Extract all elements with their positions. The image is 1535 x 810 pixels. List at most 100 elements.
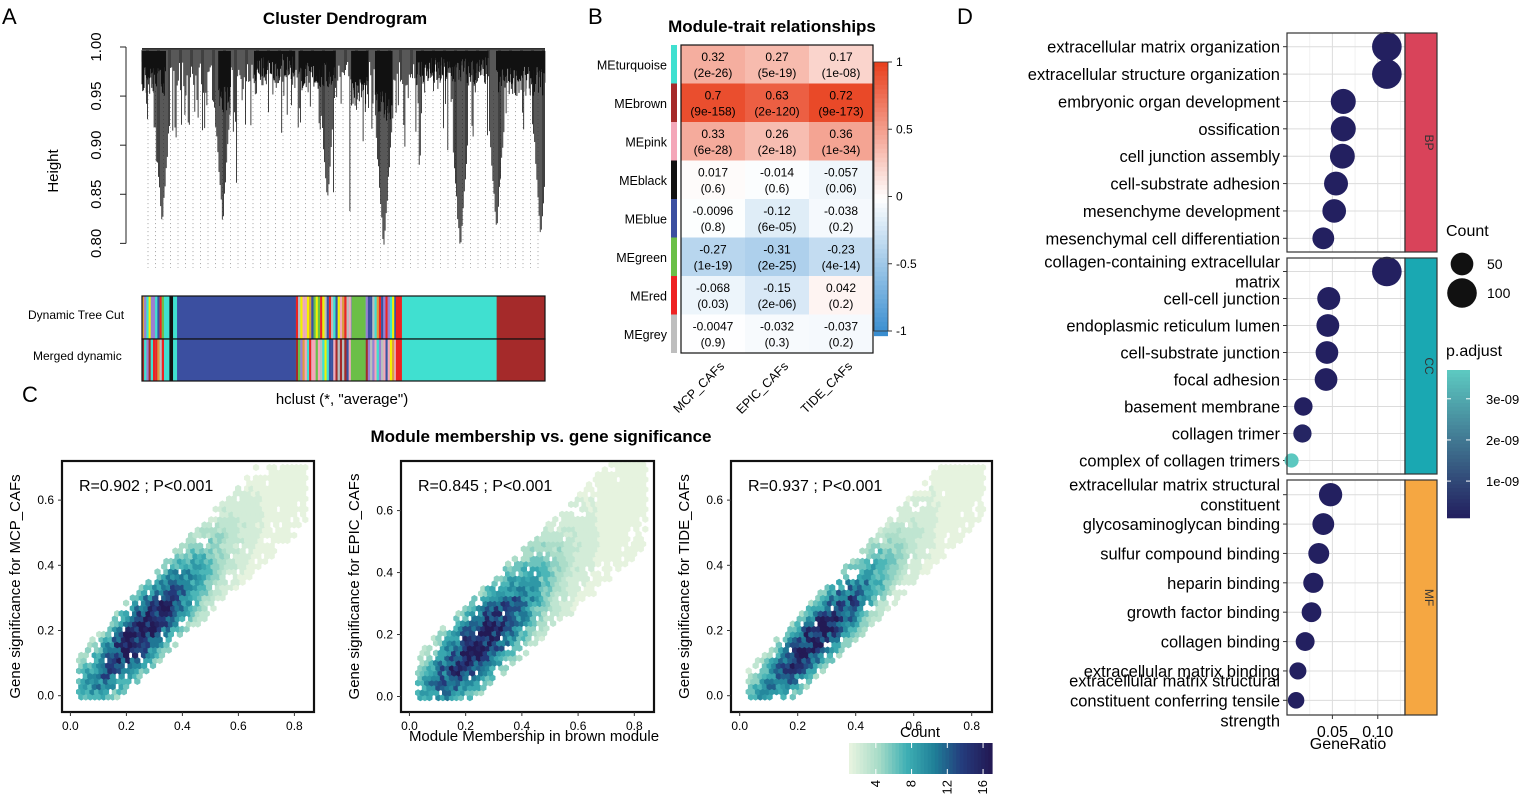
module-bar-segment [317, 296, 321, 339]
count-colorbar-step [920, 743, 925, 774]
hexbin-x-tick-label: 0.8 [286, 719, 303, 733]
hexbin-x-tick-label: 0.6 [570, 719, 587, 733]
hexbin-y-tick-label: 0.2 [706, 624, 723, 638]
hexbin-cell [877, 557, 884, 565]
hexbin-cell [877, 610, 884, 618]
hexbin-cell [854, 620, 861, 628]
module-bar-segment [381, 296, 384, 339]
hexbin-cell [568, 510, 575, 518]
dotplot-x-tick-label: 0.05 [1317, 724, 1348, 741]
go-term-dot [1314, 368, 1338, 391]
hexbin-cell [868, 620, 875, 628]
hexbin-cell [601, 466, 608, 474]
hexbin-cell [808, 672, 815, 680]
hexbin-cell [843, 636, 850, 644]
hexbin-cell [935, 479, 942, 487]
hexbin-cell [970, 516, 977, 524]
legend-count-dot [1447, 278, 1477, 308]
hexbin-y-tick-label: 0.6 [376, 504, 393, 518]
panel-d-dotplot: extracellular matrix organization extrace… [1028, 31, 1519, 753]
heatmap-cell-value: -0.068 [696, 281, 730, 295]
module-bar-segment [333, 339, 336, 381]
hexbin-cell [145, 578, 152, 586]
module-bar-segment [304, 296, 307, 339]
heatmap-cell-value: -0.12 [763, 204, 791, 218]
correlation-colorbar-step [874, 139, 888, 145]
hexbin-cell [940, 531, 947, 539]
hexbin-cell [796, 615, 803, 623]
hexbin-cell [502, 664, 509, 672]
hexbin-cell [970, 474, 977, 482]
padj-colorbar-step [1447, 410, 1470, 415]
count-colorbar-step [852, 743, 857, 774]
hexbin-cell [516, 654, 523, 662]
hexbin-cell [637, 535, 644, 543]
heatmap-cell-value: 0.17 [829, 50, 853, 64]
go-term-dot [1293, 424, 1312, 443]
hexbin-cell [956, 536, 963, 545]
hexbin-cell [924, 495, 931, 503]
module-bar-segment [416, 296, 489, 339]
hexbin-cell [426, 644, 433, 652]
facet-panel-bg [1287, 480, 1405, 715]
count-colorbar-step [934, 743, 939, 774]
module-bar-segment [342, 296, 345, 339]
module-bar-segment [370, 296, 373, 339]
count-colorbar-step [913, 743, 918, 774]
module-bar-segment [351, 339, 366, 381]
hexbin-cell [979, 505, 987, 513]
count-colorbar-step [870, 743, 875, 774]
count-colorbar-step [959, 743, 964, 774]
hexbin-y-tick-label: 0.4 [376, 566, 393, 580]
hexbin-cell [789, 693, 796, 701]
padj-colorbar-step [1447, 429, 1470, 434]
hexbin-cell [819, 594, 826, 602]
padj-colorbar-step [1447, 510, 1470, 515]
correlation-colorbar-step [874, 125, 888, 131]
hexbin-cell [887, 516, 894, 524]
hexbin-cell [808, 651, 815, 659]
hexbin-cell [624, 535, 631, 543]
hexbin-cell [550, 619, 557, 627]
hexbin-cell [750, 677, 757, 685]
heatmap-cell [809, 83, 873, 122]
count-colorbar-step [931, 743, 936, 774]
hexbin-x-tick-label: 0.2 [118, 719, 135, 733]
correlation-colorbar-step [874, 107, 888, 113]
correlation-colorbar-label: 0 [896, 190, 903, 204]
hexbin-cell [912, 500, 919, 508]
go-term-label: cell junction assembly [1120, 148, 1281, 166]
correlation-colorbar-step [874, 180, 888, 186]
hexbin-cell [935, 531, 942, 539]
module-bar-segment [395, 296, 402, 339]
module-color-bars [141, 295, 546, 382]
module-bar-segment [304, 339, 307, 381]
hexbin-cell [158, 651, 166, 659]
hexbin-x-tick-label: 0.4 [174, 719, 191, 733]
correlation-colorbar-step [874, 276, 888, 282]
dotplot-x-tick-label: 0.10 [1362, 724, 1393, 741]
hexbin-cell [970, 495, 977, 503]
correlation-colorbar-step [874, 321, 888, 328]
module-bar-segment [365, 296, 368, 339]
panel-label-b: B [588, 4, 603, 29]
hexbin-cell [877, 578, 884, 586]
hexbin-cell [426, 654, 433, 662]
go-term-dot [1308, 542, 1330, 564]
padj-colorbar-step [1447, 506, 1470, 511]
hexbin-cell [859, 599, 866, 607]
correlation-colorbar-step [874, 62, 888, 68]
hexbin-y-axis-label: Gene significance for EPIC_CAFs [346, 474, 363, 700]
module-bar-segment [346, 339, 349, 381]
heatmap-cell [681, 122, 745, 161]
padj-colorbar-step [1447, 440, 1470, 445]
count-colorbar-step [874, 743, 879, 774]
correlation-colorbar-step [874, 317, 888, 323]
hexbin-cell [889, 521, 896, 529]
hexbin-cell [745, 667, 752, 675]
heatmap-cell-pvalue: (1e-34) [822, 143, 861, 157]
go-term-label: mesenchymal cell differentiation [1046, 230, 1280, 248]
hexbin-cell [80, 656, 87, 665]
hexbin-cell [924, 505, 931, 513]
count-colorbar-step [981, 743, 986, 774]
